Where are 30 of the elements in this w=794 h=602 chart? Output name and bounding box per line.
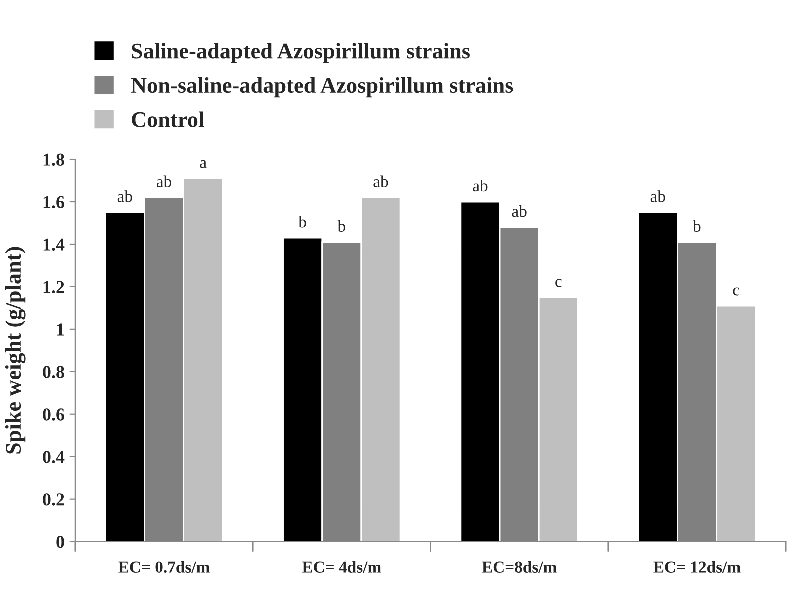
y-tick-label: 1.2 <box>44 281 64 294</box>
data-label: a <box>200 160 207 168</box>
data-label: ab <box>118 190 132 202</box>
y-tick-label: 1.8 <box>44 154 64 166</box>
y-tick-label: 0.6 <box>43 408 64 421</box>
legend-label: Control <box>132 112 204 128</box>
data-label: c <box>556 279 562 288</box>
y-tick-label: 0.8 <box>43 366 64 378</box>
y-tick-label: 1.6 <box>44 196 64 209</box>
data-label: ab <box>473 180 488 192</box>
legend-label: Saline-adapted Azospirillum strains <box>132 43 470 64</box>
data-label: ab <box>650 190 666 202</box>
data-label: b <box>338 220 346 232</box>
data-label: b <box>693 220 701 232</box>
data-label: ab <box>512 205 527 218</box>
y-tick-label: 1.4 <box>44 238 65 251</box>
y-tick-label: 0.4 <box>43 451 65 464</box>
x-tick-label: EC= 12ds/m <box>654 561 741 573</box>
y-axis-title: Spike weight (g/plant) <box>5 247 26 454</box>
y-tick-label: 0 <box>56 536 64 548</box>
x-tick-label: EC=8ds/m <box>482 561 557 573</box>
data-label: c <box>733 288 740 296</box>
data-label: ab <box>374 176 388 188</box>
y-tick-label: 0.2 <box>43 494 64 506</box>
x-tick-label: EC= 4ds/m <box>302 561 382 573</box>
x-tick-label: EC= 0.7ds/m <box>118 561 210 574</box>
data-label: ab <box>156 176 172 188</box>
y-tick-label: 1 <box>57 324 64 336</box>
legend-label: Non-saline-adapted Azospirillum strains <box>131 77 514 98</box>
data-label: b <box>298 216 306 228</box>
